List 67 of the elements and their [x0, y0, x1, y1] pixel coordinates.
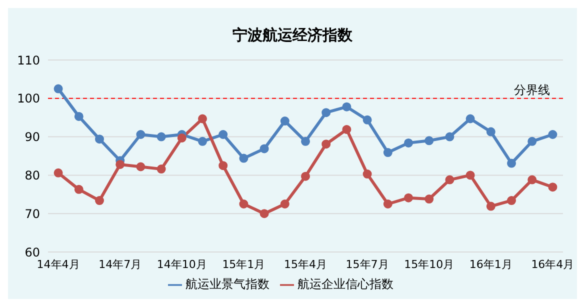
- point: [136, 162, 146, 172]
- point: [301, 172, 310, 181]
- point: [156, 164, 166, 174]
- point: [486, 202, 496, 211]
- legend-label: 航运企业信心指数: [298, 277, 394, 291]
- point: [74, 184, 84, 194]
- y-tick-label: 100: [17, 92, 40, 106]
- x-tick-label: 15年10月: [404, 258, 454, 271]
- point: [445, 132, 454, 142]
- point: [280, 116, 290, 126]
- x-tick-label: 15年1月: [222, 258, 266, 271]
- point: [301, 136, 310, 146]
- point: [383, 200, 392, 208]
- y-tick-label: 110: [17, 53, 40, 68]
- point: [362, 170, 372, 179]
- point: [404, 193, 413, 202]
- x-tick-label: 16年1月: [469, 258, 512, 271]
- point: [198, 136, 207, 146]
- point: [528, 136, 537, 146]
- point: [95, 196, 104, 206]
- x-tick-label: 14年4月: [36, 258, 80, 271]
- y-tick-label: 90: [24, 130, 40, 144]
- point: [466, 170, 475, 180]
- point: [424, 194, 434, 204]
- y-tick-label: 80: [24, 168, 40, 182]
- point: [260, 209, 269, 218]
- y-tick-label: 70: [24, 206, 40, 221]
- point: [548, 182, 558, 192]
- point: [239, 154, 248, 163]
- legend-label: 航运业景气指数: [186, 277, 270, 291]
- point: [54, 168, 63, 178]
- x-tick-label: 16年4月: [531, 258, 574, 271]
- point: [404, 138, 413, 148]
- point: [486, 127, 496, 136]
- x-tick-label: 14年10月: [156, 258, 207, 271]
- point: [177, 133, 186, 142]
- point: [54, 84, 63, 94]
- point: [507, 158, 516, 168]
- point: [218, 161, 228, 170]
- point: [362, 115, 372, 124]
- x-tick-label: 15年4月: [284, 258, 327, 271]
- ref-line-label: 分界线: [514, 82, 550, 97]
- point: [548, 130, 558, 139]
- point: [239, 200, 248, 208]
- point: [528, 175, 537, 184]
- point: [280, 200, 290, 208]
- point: [95, 134, 104, 144]
- y-tick-label: 60: [24, 245, 40, 260]
- point: [198, 114, 207, 124]
- point: [507, 196, 516, 206]
- x-tick-label: 14年7月: [98, 258, 142, 271]
- point: [260, 144, 269, 154]
- point: [445, 175, 454, 184]
- point: [218, 130, 228, 139]
- point: [466, 114, 475, 124]
- x-tick-label: 15年7月: [346, 258, 389, 271]
- point: [136, 130, 146, 139]
- point: [342, 102, 352, 112]
- point: [156, 132, 166, 142]
- point: [74, 112, 84, 121]
- point: [116, 160, 125, 169]
- point: [383, 148, 392, 158]
- point: [342, 125, 352, 134]
- point: [322, 140, 331, 149]
- point: [322, 108, 331, 118]
- chart-title: 宁波航运经济指数: [232, 26, 354, 45]
- point: [424, 136, 434, 146]
